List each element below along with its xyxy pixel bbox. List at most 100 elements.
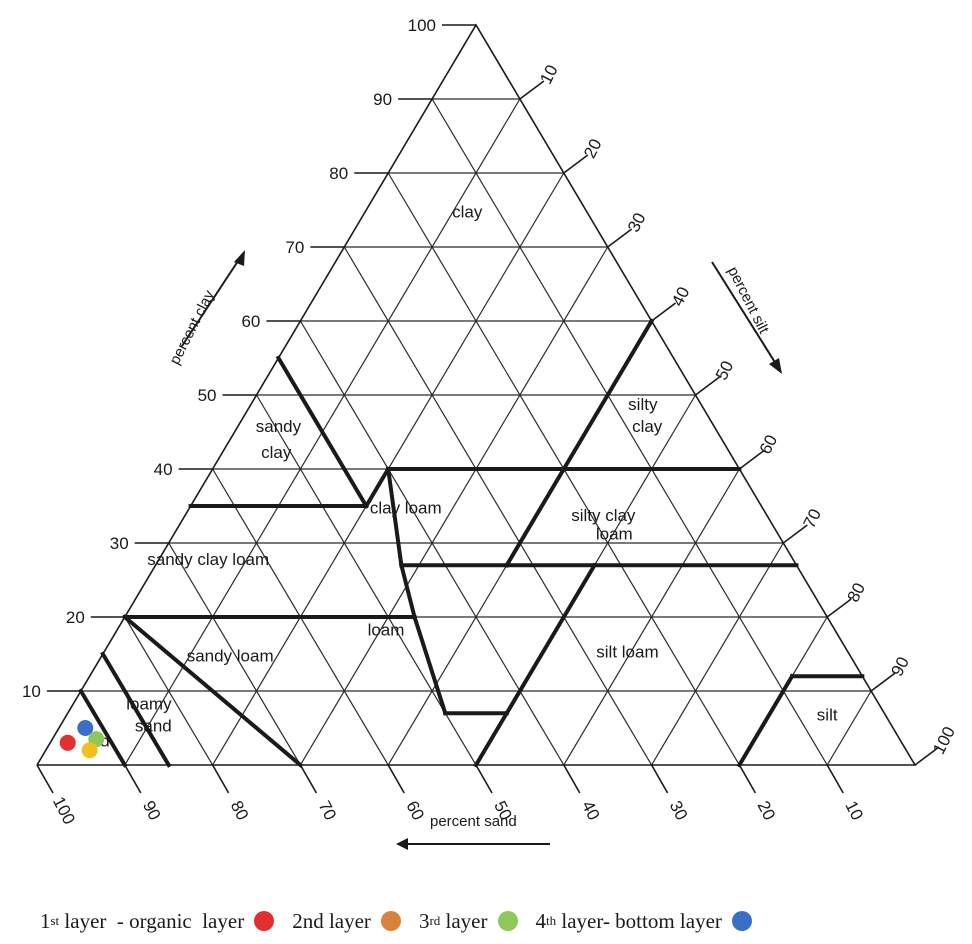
region-label-loamy-sand-2: sand	[135, 717, 172, 736]
region-label-sand: d	[100, 732, 109, 751]
sand-tick-label: 60	[402, 798, 428, 823]
class-boundary	[121, 614, 304, 768]
sand-tick-label: 40	[578, 798, 604, 823]
sand-tick-label: 10	[841, 798, 867, 823]
clay-tick-label: 10	[22, 682, 41, 701]
legend-color-dot	[731, 911, 752, 931]
class-boundary	[100, 651, 172, 768]
grid-line-silt	[826, 690, 872, 766]
sand-tick	[563, 764, 581, 794]
grid-line-sand	[124, 616, 214, 766]
legend-color-dot	[254, 911, 275, 931]
clay-tick-label: 50	[198, 386, 217, 405]
legend-ordinal: 1	[40, 908, 51, 933]
silt-arrowhead-icon	[769, 358, 782, 374]
silt-tick	[563, 154, 589, 174]
silt-tick	[870, 672, 896, 692]
region-label-silty-clay-2: clay	[632, 417, 663, 436]
clay-arrowhead-icon	[234, 250, 245, 266]
sample-points	[59, 720, 105, 759]
region-label-silty-clay-loam-2: loam	[596, 524, 633, 543]
sand-tick-label: 90	[139, 798, 165, 823]
sand-tick	[475, 764, 493, 794]
grid-line-sand	[343, 246, 653, 766]
sand-arrowhead-icon	[396, 838, 408, 850]
clay-tick-label: 20	[66, 608, 85, 627]
sand-tick	[650, 764, 669, 794]
legend-ordinal: 2nd layer	[292, 908, 371, 933]
silt-tick	[738, 450, 764, 470]
class-boundary	[275, 355, 369, 509]
region-label-silt: silt	[817, 706, 838, 725]
legend-text: layer - organic layer	[59, 908, 245, 933]
clay-axis-title: percent clay	[166, 287, 218, 367]
class-boundary	[78, 688, 128, 768]
class-boundary	[385, 466, 404, 568]
grid-line-sand	[255, 394, 477, 766]
clay-tick-label: 70	[285, 238, 304, 257]
grid-line-silt	[299, 246, 609, 766]
region-label-sandy-clay-loam: sandy clay loam	[147, 550, 269, 569]
legend-color-dot	[380, 911, 401, 931]
silt-tick-label: 100	[929, 724, 959, 758]
sand-axis-label: percent sand	[430, 813, 517, 830]
silt-axis-label: percent silt	[724, 264, 772, 337]
sand-tick-label: 80	[227, 798, 253, 823]
silt-tick	[914, 746, 940, 766]
class-boundary	[736, 673, 795, 768]
silt-axis-title: percent silt	[724, 264, 772, 337]
clay-tick-label: 80	[329, 164, 348, 183]
silt-tick	[782, 524, 808, 544]
region-label-silty-clay-loam-1: silty clay	[571, 506, 636, 525]
sand-tick	[211, 764, 230, 794]
legend-item: 2nd layer	[292, 909, 401, 934]
silt-tick	[826, 598, 852, 618]
clay-axis-label: percent clay	[166, 287, 218, 367]
grid-line-silt	[651, 542, 784, 766]
soil-texture-triangle: 1009080706050403020101020304050607080901…	[22, 16, 959, 850]
class-boundary	[473, 710, 510, 768]
region-label-clay-loam: clay loam	[370, 498, 442, 517]
legend-ordinal: 3	[418, 908, 430, 933]
silt-tick	[695, 376, 720, 396]
class-boundary	[363, 466, 391, 509]
texture-class-boundaries	[78, 318, 865, 768]
grid-line-sand	[431, 98, 828, 766]
silt-arrow-icon	[711, 261, 777, 365]
class-boundary	[561, 318, 655, 472]
legend-ordinal-suffix: rd	[429, 913, 441, 928]
class-boundary	[503, 562, 598, 716]
legend-ordinal: 4	[535, 908, 547, 933]
sand-tick-label: 70	[315, 798, 341, 823]
legend-text: layer- bottom layer	[556, 908, 722, 933]
legend-ordinal-suffix: th	[546, 913, 557, 928]
clay-tick-label: 30	[110, 534, 129, 553]
region-label-silty-clay-1: silty	[628, 395, 658, 414]
class-boundary	[398, 562, 417, 620]
sand-tick	[738, 764, 757, 794]
clay-tick-label: 90	[373, 90, 392, 109]
silt-tick	[607, 228, 633, 248]
sand-tick-label: 30	[666, 798, 692, 823]
region-label-sandy-clay-2: clay	[261, 443, 292, 462]
region-label-loam: loam	[368, 621, 405, 640]
sand-tick	[387, 764, 405, 794]
region-label-silt-loam: silt loam	[596, 643, 658, 662]
silt-tick	[651, 302, 677, 322]
region-label-clay: clay	[452, 202, 483, 221]
region-label-sandy-clay-1: sandy	[256, 417, 302, 436]
sand-tick	[36, 764, 54, 794]
region-label-sandy-loam: sandy loam	[187, 646, 274, 665]
sample-point-4th	[77, 720, 94, 736]
sand-tick	[299, 764, 318, 794]
sample-point-2nd	[81, 742, 98, 759]
sample-point-1st	[59, 734, 76, 751]
region-labels: clay silty clay sandy clay clay loam silty cla…	[100, 202, 838, 750]
clay-tick-label: 60	[241, 312, 260, 331]
class-boundary	[412, 614, 448, 716]
legend-color-dot	[497, 911, 518, 931]
legend-text: layer	[440, 908, 488, 933]
